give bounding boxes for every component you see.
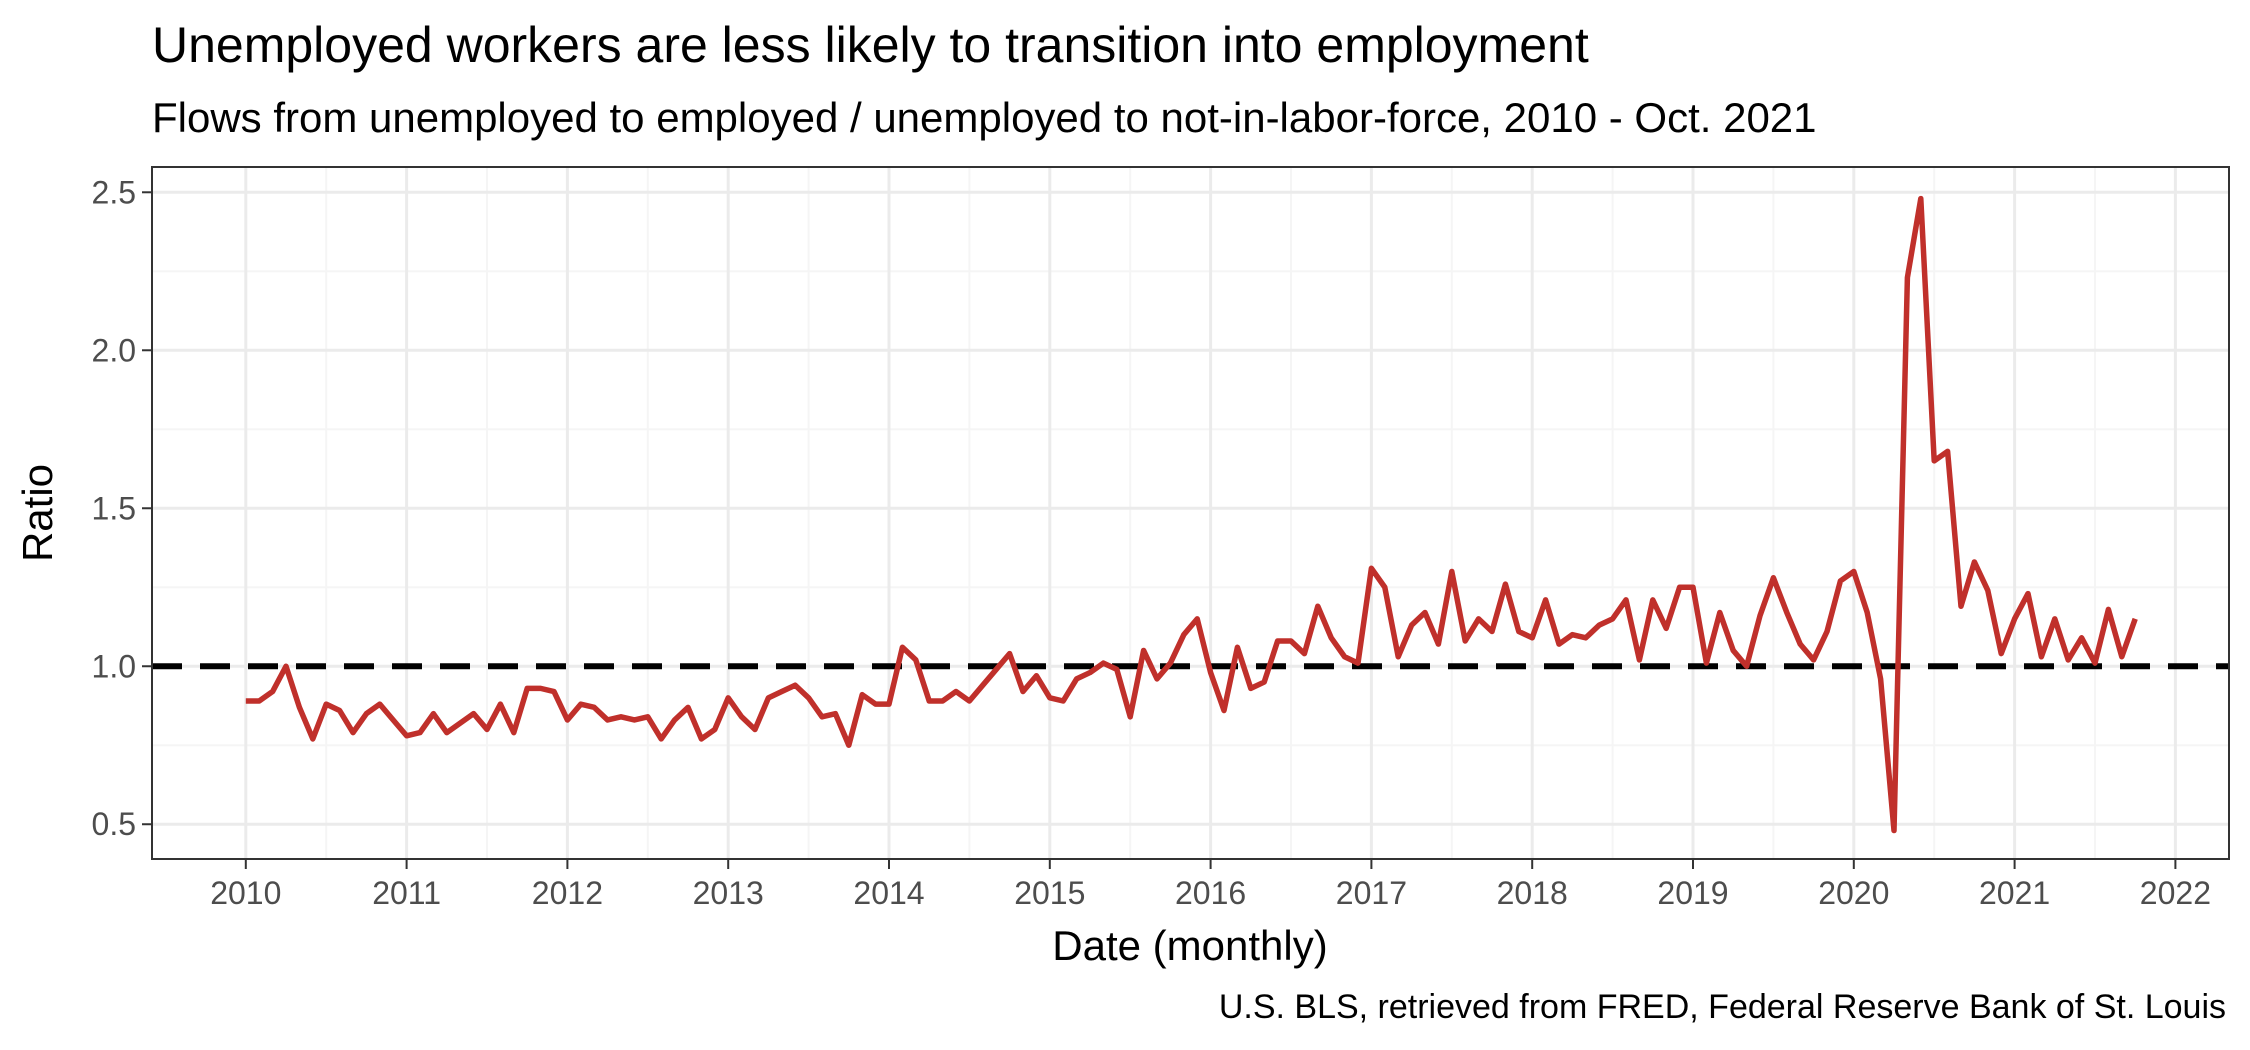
y-tick-label: 2.0 [92,332,136,368]
x-tick-label: 2022 [2140,875,2211,911]
x-tick-label: 2014 [853,875,924,911]
x-tick-label: 2010 [210,875,281,911]
x-tick-label: 2013 [693,875,764,911]
x-tick-label: 2012 [532,875,603,911]
y-tick-label: 0.5 [92,806,136,842]
chart-caption: U.S. BLS, retrieved from FRED, Federal R… [1219,988,2226,1026]
x-tick-label: 2019 [1657,875,1728,911]
chart-title: Unemployed workers are less likely to tr… [152,17,1589,73]
x-tick-label: 2020 [1818,875,1889,911]
x-tick-label: 2018 [1497,875,1568,911]
y-tick-label: 1.5 [92,490,136,526]
x-tick-label: 2021 [1979,875,2050,911]
panel-border [151,166,2230,860]
grid-lines [152,167,2229,859]
y-tick-label: 2.5 [92,174,136,210]
y-tick-label: 1.0 [92,648,136,684]
x-tick-label: 2017 [1336,875,1407,911]
x-tick-label: 2016 [1175,875,1246,911]
x-tick-label: 2011 [372,875,441,911]
y-axis-title: Ratio [14,464,61,562]
x-axis-title: Date (monthly) [1052,922,1327,969]
series-group [245,195,2138,834]
series-line [245,195,2138,834]
axis-ticks: 2010 2011 2012 2013 2014 2015 2016 2017 2018 2019… [92,174,2211,911]
x-tick-label: 2015 [1014,875,1085,911]
chart-subtitle: Flows from unemployed to employed / unem… [152,94,1817,141]
